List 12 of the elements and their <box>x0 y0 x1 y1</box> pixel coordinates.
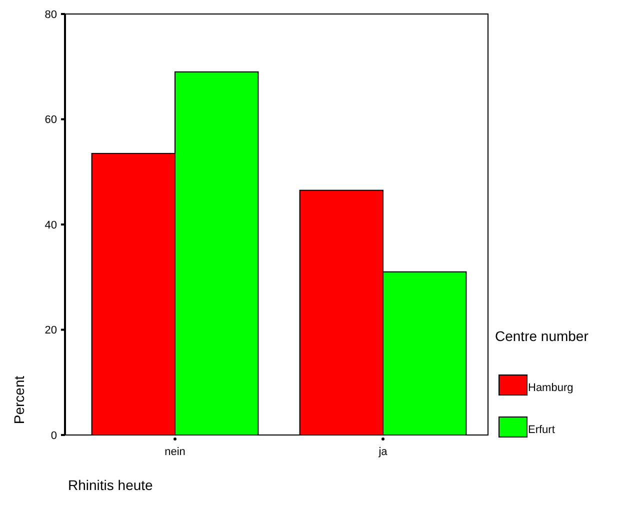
y-tick-label: 40 <box>44 219 57 232</box>
y-tick-label: 0 <box>50 430 57 442</box>
y-tick-label: 60 <box>44 114 57 126</box>
legend-label: Hamburg <box>528 382 574 394</box>
legend-title: Centre number <box>495 328 589 344</box>
x-tick-label: nein <box>164 446 186 458</box>
x-tick-label: ja <box>378 446 388 458</box>
y-axis-title: Percent <box>11 376 27 424</box>
legend-label: Erfurt <box>528 424 555 436</box>
y-tick-label: 20 <box>44 324 57 337</box>
x-axis-title: Rhinitis heute <box>68 477 154 493</box>
y-tick-label: 80 <box>44 8 57 21</box>
